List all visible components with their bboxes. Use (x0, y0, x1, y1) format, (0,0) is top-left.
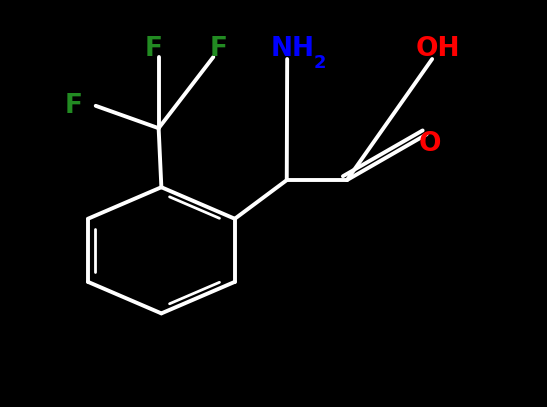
Text: F: F (144, 36, 162, 62)
Text: NH: NH (271, 36, 315, 62)
Text: OH: OH (415, 36, 460, 62)
Text: 2: 2 (314, 54, 326, 72)
Text: F: F (65, 93, 83, 119)
Text: F: F (210, 36, 228, 62)
Text: O: O (418, 131, 441, 158)
